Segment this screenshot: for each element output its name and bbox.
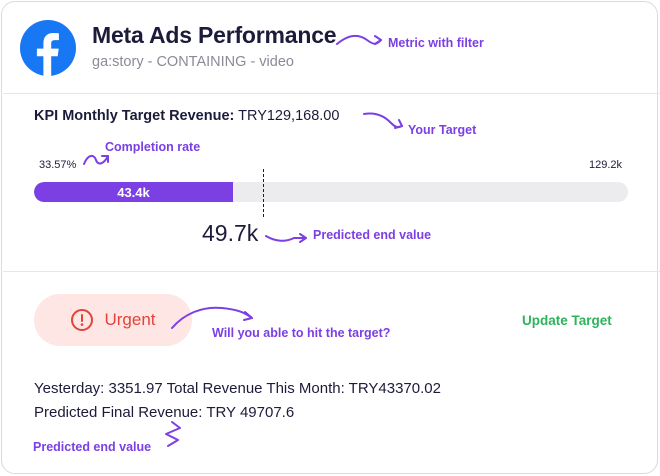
- revenue-stats: Yesterday: 3351.97 Total Revenue This Mo…: [34, 377, 441, 425]
- predicted-end-value: 49.7k: [202, 220, 259, 246]
- annotation-completion-rate: Completion rate: [105, 140, 201, 154]
- urgency-label: Urgent: [104, 310, 156, 329]
- your-target-arrow-icon: [363, 112, 403, 129]
- facebook-logo-icon: [20, 20, 76, 76]
- annotation-predicted-end-value: Predicted end value: [313, 228, 432, 242]
- annotation-hit-target: Will you able to hit the target?: [212, 326, 391, 340]
- progress-bar-track: 43.4k: [34, 182, 628, 202]
- completion-percent-label: 33.57%: [39, 159, 77, 171]
- kpi-target-value: TRY129,168.00: [238, 108, 340, 124]
- annotation-predicted-final-value: Predicted end value: [33, 440, 152, 454]
- kpi-target-label: KPI Monthly Target Revenue:: [34, 108, 235, 124]
- stats-line-predicted: Predicted Final Revenue: TRY 49707.6: [34, 404, 295, 421]
- divider: [3, 271, 660, 272]
- page-title: Meta Ads Performance: [92, 22, 337, 48]
- progress-current-value: 43.4k: [117, 184, 150, 200]
- metric-filter-subtitle: ga:story - CONTAINING - video: [92, 54, 294, 70]
- annotation-your-target: Your Target: [408, 123, 477, 137]
- target-max-label: 129.2k: [588, 159, 622, 171]
- predicted-final-arrow-icon: [165, 421, 181, 447]
- update-target-button[interactable]: Update Target: [522, 313, 612, 328]
- divider: [3, 93, 660, 94]
- hit-target-arrow-icon: [171, 306, 253, 329]
- metric-filter-arrow-icon: [336, 34, 382, 45]
- kpi-target-line: KPI Monthly Target Revenue: TRY129,168.0…: [34, 108, 339, 124]
- predicted-end-value-arrow-icon: [265, 233, 307, 243]
- annotation-metric-with-filter: Metric with filter: [388, 36, 484, 50]
- stats-line-yesterday: Yesterday: 3351.97 Total Revenue This Mo…: [34, 380, 441, 397]
- urgency-badge: Urgent: [34, 294, 192, 346]
- alert-circle-icon: [71, 309, 94, 331]
- progress-bar-fill: 43.4k: [34, 182, 233, 202]
- completion-rate-arrow-icon: [83, 154, 109, 165]
- predicted-value-marker: [263, 169, 264, 217]
